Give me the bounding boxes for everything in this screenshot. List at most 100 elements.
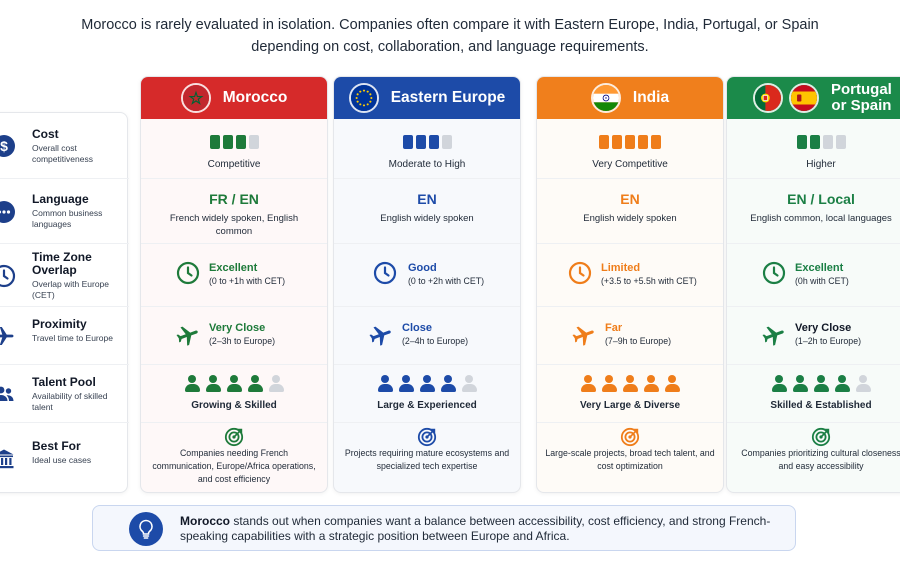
talent-label: Skilled & Established	[770, 400, 872, 411]
clock-icon	[567, 260, 593, 286]
cost-cell: Higher	[727, 119, 900, 179]
talent-pool-cell: Large & Experienced	[334, 365, 520, 423]
summary-callout: Morocco stands out when companies want a…	[92, 505, 796, 551]
cost-bar-filled	[222, 135, 233, 149]
cost-bar-empty	[248, 135, 259, 149]
row-label-proximity: Proximity Travel time to Europe	[0, 307, 129, 365]
timezone-rating: Excellent	[795, 262, 844, 274]
cost-rating	[537, 135, 723, 149]
person-icon-filled	[643, 375, 660, 392]
target-icon	[141, 427, 327, 447]
column-body: Higher EN / Local English common, local la…	[727, 119, 900, 492]
cost-label: Competitive	[207, 159, 261, 170]
language-cell: EN English widely spoken	[334, 179, 520, 244]
column-india: India Very Competitive EN English widely sp…	[536, 76, 724, 493]
language-description: French widely spoken, English common	[169, 213, 299, 237]
cost-label: Very Competitive	[592, 159, 668, 170]
row-label-title: Talent Pool	[32, 375, 96, 389]
morocco-flag-icon	[180, 83, 211, 113]
person-icon-empty	[855, 375, 872, 392]
timezone-cell: Good (0 to +2h with CET)	[334, 244, 520, 307]
proximity-detail: (1–2h to Europe)	[795, 336, 862, 346]
timezone-text: Good (0 to +2h with CET)	[408, 261, 484, 288]
cost-bar-filled	[612, 135, 622, 149]
cost-label: Higher	[806, 159, 836, 170]
best-for-cell: Companies prioritizing cultural closenes…	[727, 423, 900, 492]
cost-bar-filled	[599, 135, 609, 149]
row-label-subtitle: Ideal use cases	[32, 455, 92, 465]
row-label-subtitle: Availability of skilled talent	[32, 391, 108, 412]
row-label-title: Cost	[32, 127, 59, 141]
cost-bar-filled	[625, 135, 635, 149]
timezone-text: Limited (+3.5 to +5.5h with CET)	[601, 261, 697, 288]
person-icon-filled	[247, 375, 264, 392]
talent-rating	[727, 375, 900, 392]
proximity-rating: Very Close	[795, 322, 852, 334]
column-body: Very Competitive EN English widely spoken L…	[537, 119, 723, 492]
person-icon-empty	[268, 375, 285, 392]
proximity-cell: Far (7–9h to Europe)	[537, 307, 723, 365]
talent-pool-cell: Growing & Skilled	[141, 365, 327, 423]
column-title: Portugal or Spain	[831, 82, 892, 114]
proximity-rating: Very Close	[209, 322, 266, 334]
best-for-cell: Projects requiring mature ecosystems and…	[334, 423, 520, 492]
clock-icon	[372, 260, 398, 286]
column-header: India	[537, 77, 723, 119]
proximity-rating: Close	[402, 322, 432, 334]
india-flag-icon	[590, 83, 621, 113]
person-icon-filled	[622, 375, 639, 392]
row-label-language: Language Common business languages	[0, 179, 129, 244]
cost-bar-filled	[809, 135, 820, 149]
clock-icon	[761, 260, 787, 286]
intro-line-2: depending on cost, collaboration, and la…	[251, 39, 649, 55]
proximity-detail: (2–3h to Europe)	[209, 336, 276, 346]
cost-bar-empty	[822, 135, 833, 149]
best-for-cell: Companies needing French communication, …	[141, 423, 327, 492]
talent-rating	[141, 375, 327, 392]
column-eastern-europe: Eastern Europe Moderate to High EN English …	[333, 76, 521, 493]
talent-label: Growing & Skilled	[191, 400, 277, 411]
proximity-detail: (2–4h to Europe)	[402, 336, 469, 346]
people-icon	[0, 381, 17, 407]
column-morocco: Morocco Competitive FR / EN French widely s…	[140, 76, 328, 493]
column-header: Eastern Europe	[334, 77, 520, 119]
column-portugal-or-spain: Portugal or Spain Higher EN / Local English …	[726, 76, 900, 493]
dollar-icon: $	[0, 133, 17, 159]
language-cell: EN English widely spoken	[537, 179, 723, 244]
column-title-line-1: Portugal	[831, 81, 892, 98]
cost-rating	[141, 135, 327, 149]
talent-rating	[537, 375, 723, 392]
plane-icon	[761, 322, 787, 348]
language-cell: EN / Local English common, local language…	[727, 179, 900, 244]
proximity-cell: Close (2–4h to Europe)	[334, 307, 520, 365]
person-icon-empty	[461, 375, 478, 392]
proximity-detail: (7–9h to Europe)	[605, 336, 672, 346]
clock-icon	[0, 263, 17, 289]
cost-label: Moderate to High	[388, 159, 466, 170]
plane-icon	[175, 322, 201, 348]
clock-icon	[175, 260, 201, 286]
talent-rating	[334, 375, 520, 392]
spain-flag-icon	[789, 83, 819, 113]
person-icon-filled	[377, 375, 394, 392]
cost-bar-filled	[235, 135, 246, 149]
cost-bar-filled	[209, 135, 220, 149]
person-icon-filled	[398, 375, 415, 392]
person-icon-filled	[813, 375, 830, 392]
language-code: EN / Local	[787, 191, 855, 207]
column-title: India	[632, 89, 670, 106]
row-label-title: Best For	[32, 439, 81, 453]
person-icon-filled	[419, 375, 436, 392]
proximity-text: Very Close (1–2h to Europe)	[795, 321, 861, 348]
column-title-line-2: or Spain	[831, 97, 892, 114]
person-icon-filled	[792, 375, 809, 392]
language-cell: FR / EN French widely spoken, English com…	[141, 179, 327, 244]
cost-bar-filled	[402, 135, 413, 149]
column-header: Morocco	[141, 77, 327, 119]
language-code: FR / EN	[209, 191, 259, 207]
timezone-text: Excellent (0 to +1h with CET)	[209, 261, 285, 288]
cost-bar-filled	[415, 135, 426, 149]
proximity-rating: Far	[605, 322, 623, 334]
chat-icon	[0, 199, 17, 225]
lightbulb-icon	[129, 512, 163, 546]
